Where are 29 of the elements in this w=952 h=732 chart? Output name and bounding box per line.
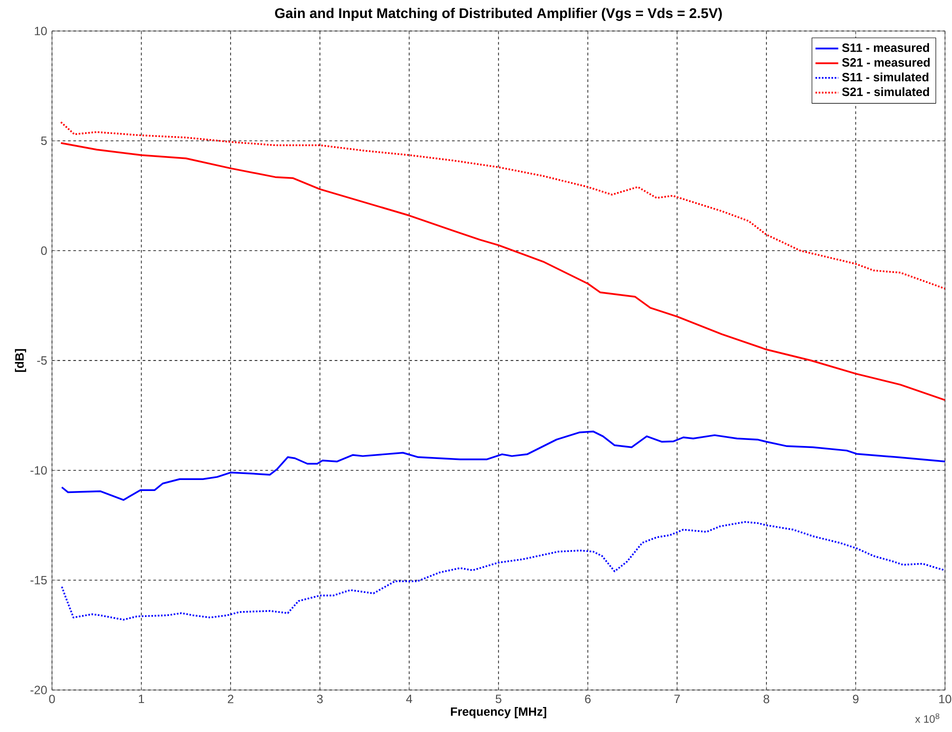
y-tick-label: -20 bbox=[30, 686, 47, 694]
y-tick-label: -5 bbox=[37, 356, 47, 365]
x-tick-label: 3 bbox=[317, 694, 323, 704]
legend-label: S21 - simulated bbox=[842, 87, 930, 96]
line-series bbox=[60, 121, 946, 290]
x-tick-label: 9 bbox=[852, 694, 858, 704]
y-axis-title: [dB] bbox=[14, 349, 26, 372]
y-tick-label: 10 bbox=[34, 26, 47, 36]
x-tick-label: 6 bbox=[585, 694, 591, 704]
x-tick-label: 5 bbox=[496, 694, 502, 704]
x-tick-label: 7 bbox=[674, 694, 680, 703]
x-tick-label: 8 bbox=[764, 694, 770, 704]
y-tick-label: 5 bbox=[41, 136, 47, 146]
legend-label: S21 - measured bbox=[842, 58, 930, 67]
x-tick-label: 2 bbox=[228, 694, 234, 704]
line-series bbox=[60, 430, 946, 501]
x-tick-label: 10 bbox=[939, 694, 952, 704]
x-axis-title: Frequency [MHz] bbox=[450, 707, 546, 718]
line-series bbox=[60, 521, 946, 621]
chart-title: Gain and Input Matching of Distributed Amplifier (Vgs = Vds = 2.5V) bbox=[275, 8, 722, 21]
legend-label: S11 - simulated bbox=[842, 72, 928, 82]
text: x 10$^{8}$ bbox=[915, 713, 940, 723]
x-tick-label: 0 bbox=[49, 694, 55, 704]
y-tick-label: -15 bbox=[30, 576, 47, 584]
y-tick-label: 0 bbox=[41, 246, 47, 255]
x-tick-label: 4 bbox=[406, 694, 412, 703]
y-tick-label: -10 bbox=[30, 466, 47, 475]
x-tick-label: 1 bbox=[138, 694, 144, 703]
legend-label: S11 - measured bbox=[842, 43, 930, 52]
